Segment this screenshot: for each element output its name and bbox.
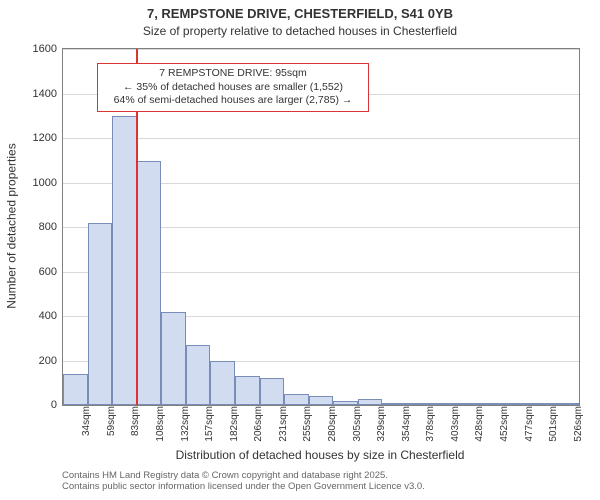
histogram-bar <box>309 396 334 405</box>
y-tick-label: 1400 <box>33 88 63 100</box>
y-tick-label: 200 <box>39 355 63 367</box>
x-tick-label: 157sqm <box>202 406 215 442</box>
x-tick-label: 305sqm <box>350 406 363 442</box>
x-tick-label: 526sqm <box>571 406 584 442</box>
y-axis-label: Number of detached properties <box>4 48 20 404</box>
histogram-bar <box>63 374 88 405</box>
x-tick-label: 501sqm <box>546 406 559 442</box>
histogram-bar <box>260 378 285 405</box>
chart-title-1: 7, REMPSTONE DRIVE, CHESTERFIELD, S41 0Y… <box>0 6 600 21</box>
annotation-line: 7 REMPSTONE DRIVE: 95sqm <box>101 67 365 81</box>
y-tick-label: 1600 <box>33 43 63 55</box>
x-tick-label: 403sqm <box>448 406 461 442</box>
x-tick-label: 354sqm <box>399 406 412 442</box>
x-tick-label: 182sqm <box>227 406 240 442</box>
histogram-bar <box>88 223 113 405</box>
x-tick-label: 108sqm <box>153 406 166 442</box>
y-tick-label: 1000 <box>33 177 63 189</box>
x-tick-label: 280sqm <box>325 406 338 442</box>
x-axis-label: Distribution of detached houses by size … <box>62 448 578 462</box>
x-tick-label: 452sqm <box>497 406 510 442</box>
annotation-line: ← 35% of detached houses are smaller (1,… <box>101 81 365 95</box>
y-tick-label: 0 <box>51 399 63 411</box>
x-tick-label: 132sqm <box>178 406 191 442</box>
histogram-bar <box>210 361 235 406</box>
y-tick-label: 800 <box>39 221 63 233</box>
x-tick-label: 206sqm <box>251 406 264 442</box>
x-tick-label: 83sqm <box>128 406 141 436</box>
gridline <box>63 49 579 50</box>
histogram-bar <box>284 394 309 405</box>
x-tick-label: 34sqm <box>79 406 92 436</box>
histogram-bar <box>161 312 186 405</box>
annotation-box: 7 REMPSTONE DRIVE: 95sqm← 35% of detache… <box>97 63 369 112</box>
annotation-line: 64% of semi-detached houses are larger (… <box>101 94 365 108</box>
x-tick-label: 329sqm <box>374 406 387 442</box>
x-tick-label: 428sqm <box>472 406 485 442</box>
histogram-bar <box>235 376 260 405</box>
x-tick-label: 378sqm <box>423 406 436 442</box>
gridline <box>63 138 579 139</box>
x-tick-label: 59sqm <box>104 406 117 436</box>
footer-text: Contains HM Land Registry data © Crown c… <box>62 470 425 493</box>
x-tick-label: 477sqm <box>522 406 535 442</box>
y-tick-label: 400 <box>39 310 63 322</box>
x-tick-label: 255sqm <box>300 406 313 442</box>
x-tick-label: 231sqm <box>276 406 289 442</box>
y-tick-label: 1200 <box>33 132 63 144</box>
x-ticks: 34sqm59sqm83sqm108sqm132sqm157sqm182sqm2… <box>63 405 579 406</box>
chart-title-2: Size of property relative to detached ho… <box>0 24 600 38</box>
y-tick-label: 600 <box>39 266 63 278</box>
plot-area: 020040060080010001200140016007 REMPSTONE… <box>62 48 580 406</box>
histogram-bar <box>186 345 211 405</box>
histogram-bar <box>112 116 137 405</box>
histogram-bar <box>137 161 162 405</box>
